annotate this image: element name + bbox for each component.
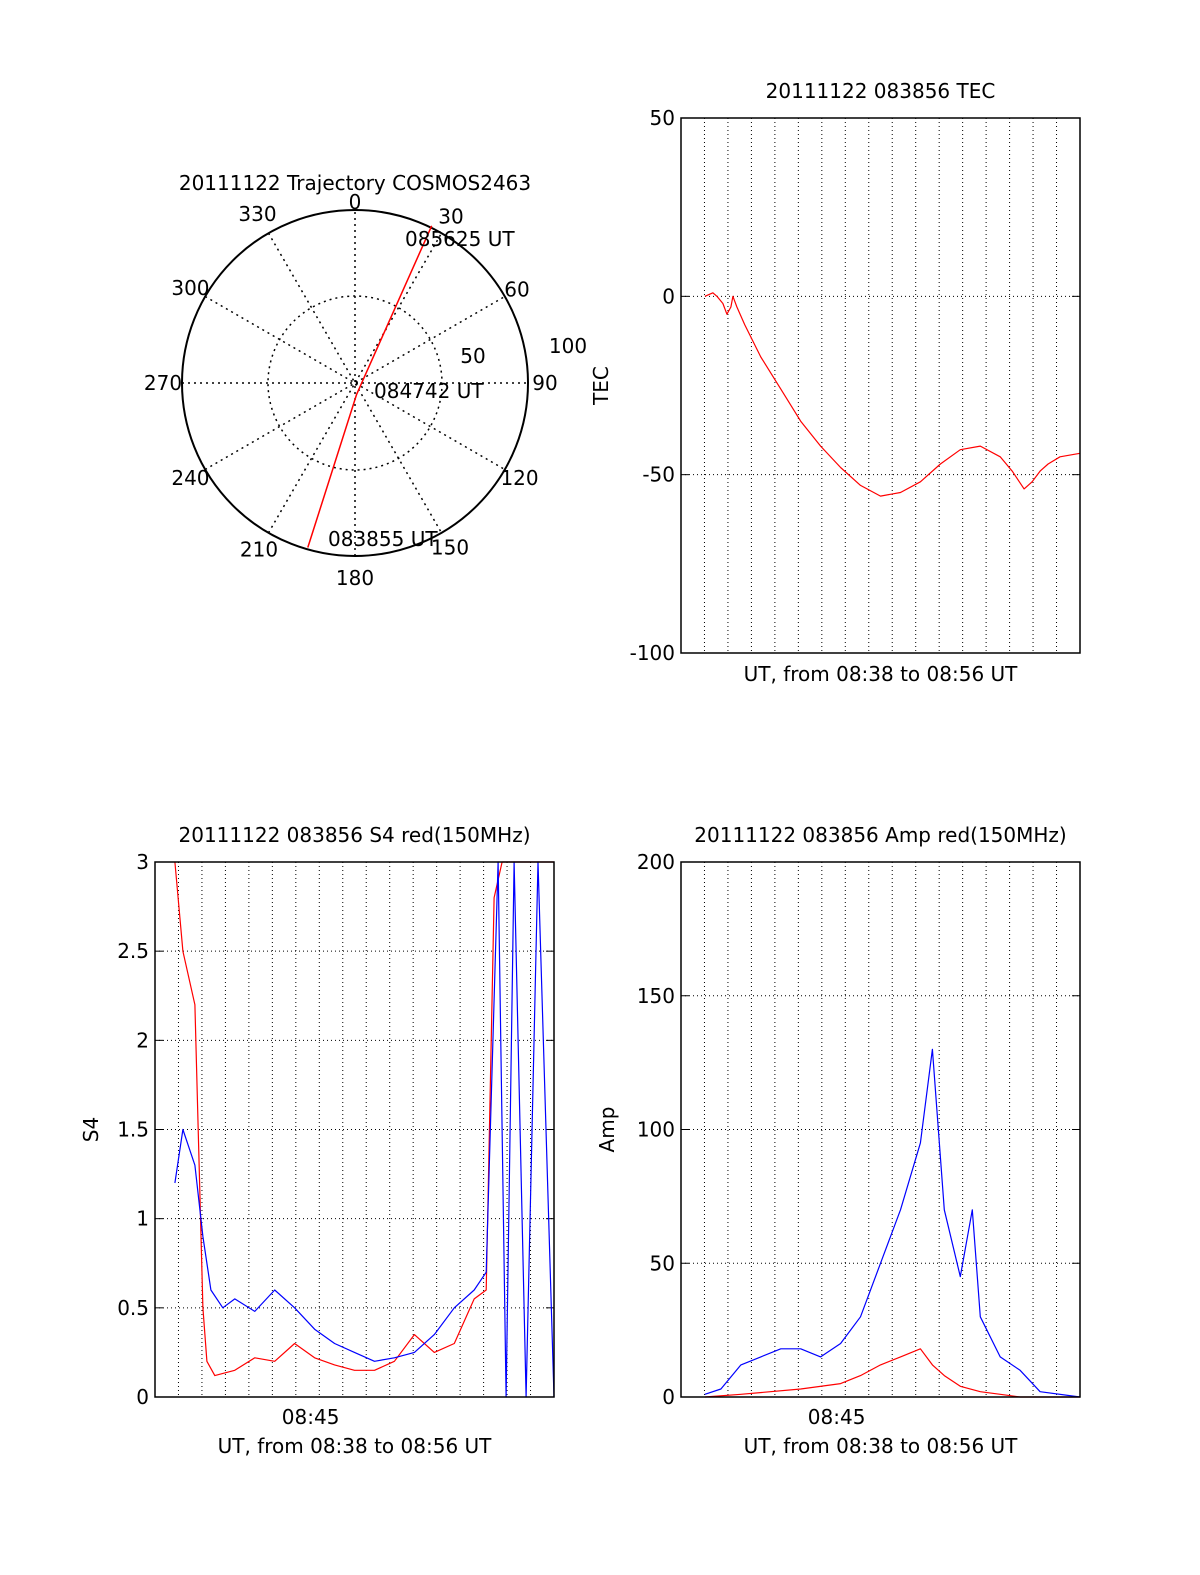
y-tick-label: 1.5 <box>117 1118 149 1142</box>
polar-angle-label: 240 <box>171 466 209 490</box>
polar-angle-label: 90 <box>532 371 557 395</box>
y-tick-label: 2.5 <box>117 939 149 963</box>
polar-radius-label: 50 <box>460 344 485 368</box>
panel-title: 20111122 083856 TEC <box>766 79 996 103</box>
y-tick-label: 1 <box>136 1207 149 1231</box>
series-line <box>174 861 554 1377</box>
polar-angle-labels: 0 30 60 90 120 150 180 210 240 270 300 330 <box>144 190 558 590</box>
y-tick-label: -50 <box>642 463 675 487</box>
y-tick-label: 50 <box>650 1251 675 1275</box>
y-tick-label: 200 <box>637 850 675 874</box>
y-axis-label: Amp <box>595 1107 619 1153</box>
y-tick-label: 0 <box>662 284 675 308</box>
y-axis-label: TEC <box>589 366 613 406</box>
plot-frame <box>154 861 555 1398</box>
polar-spoke <box>267 232 443 534</box>
polar-angle-label: 270 <box>144 371 182 395</box>
polar-spoke <box>267 232 443 534</box>
tec-panel: 20111122 083856 TEC 50 0 -50 -100 UT, from 08… <box>589 79 1081 686</box>
x-tick-label: 08:45 <box>808 1405 866 1429</box>
x-axis-label: UT, from 08:38 to 08:56 UT <box>744 1434 1019 1458</box>
y-tick-label: 2 <box>136 1028 149 1052</box>
y-tick-label: 150 <box>637 984 675 1008</box>
y-tick-label: 0.5 <box>117 1296 149 1320</box>
polar-angle-label: 300 <box>171 276 209 300</box>
panel-title: 20111122 083856 Amp red(150MHz) <box>694 823 1066 847</box>
polar-panel: 20111122 Trajectory COSMOS2463 0 30 60 90 12… <box>144 171 587 590</box>
series-line <box>704 1348 1080 1398</box>
y-tick-label: 3 <box>136 850 149 874</box>
panel-title: 20111122 083856 S4 red(150MHz) <box>179 823 531 847</box>
plot-frame <box>680 117 1081 654</box>
y-tick-label: 100 <box>637 1118 675 1142</box>
x-axis-label: UT, from 08:38 to 08:56 UT <box>218 1434 493 1458</box>
polar-angle-label: 60 <box>504 278 529 302</box>
polar-angle-label: 150 <box>431 536 469 560</box>
polar-spoke <box>204 295 506 471</box>
trajectory-mid-label: 084742 UT <box>374 379 484 403</box>
polar-angle-label: 0 <box>349 190 362 214</box>
y-tick-label: -100 <box>630 641 675 665</box>
polar-spokes <box>182 210 528 556</box>
x-axis-label: UT, from 08:38 to 08:56 UT <box>744 662 1019 686</box>
x-tick-label: 08:45 <box>282 1405 340 1429</box>
y-tick-label: 50 <box>650 106 675 130</box>
y-tick-label: 0 <box>662 1385 675 1409</box>
series-line <box>704 1048 1081 1398</box>
trajectory-line <box>307 225 433 548</box>
polar-radius-label: 100 <box>549 334 587 358</box>
polar-angle-label: 210 <box>240 537 278 561</box>
series-line <box>174 861 555 1398</box>
polar-angle-label: 30 <box>438 205 463 229</box>
polar-angle-label: 330 <box>238 202 276 226</box>
trajectory-start-label: 083855 UT <box>328 527 438 551</box>
plot-frame <box>680 861 1081 1398</box>
polar-angle-label: 120 <box>500 466 538 490</box>
y-axis-label: S4 <box>79 1117 103 1142</box>
amp-panel: 20111122 083856 Amp red(150MHz) 0 50 100 150… <box>595 823 1081 1458</box>
trajectory-end-label: 085625 UT <box>405 227 515 251</box>
s4-panel: 20111122 083856 S4 red(150MHz) 0 0.5 1 1.5 2 2… <box>79 823 555 1458</box>
polar-angle-label: 180 <box>336 566 374 590</box>
polar-spoke <box>204 295 506 471</box>
series-line <box>704 292 1081 497</box>
polar-title: 20111122 Trajectory COSMOS2463 <box>179 171 531 195</box>
y-tick-label: 0 <box>136 1385 149 1409</box>
